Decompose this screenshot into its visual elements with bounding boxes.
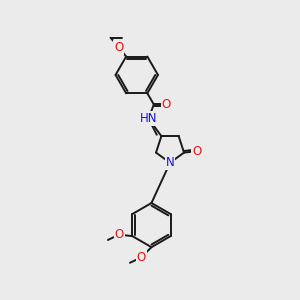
- Text: O: O: [114, 40, 123, 54]
- Text: O: O: [136, 251, 146, 264]
- Text: HN: HN: [140, 112, 157, 125]
- Text: O: O: [192, 145, 202, 158]
- Text: N: N: [166, 156, 174, 169]
- Text: O: O: [115, 228, 124, 241]
- Text: O: O: [162, 98, 171, 111]
